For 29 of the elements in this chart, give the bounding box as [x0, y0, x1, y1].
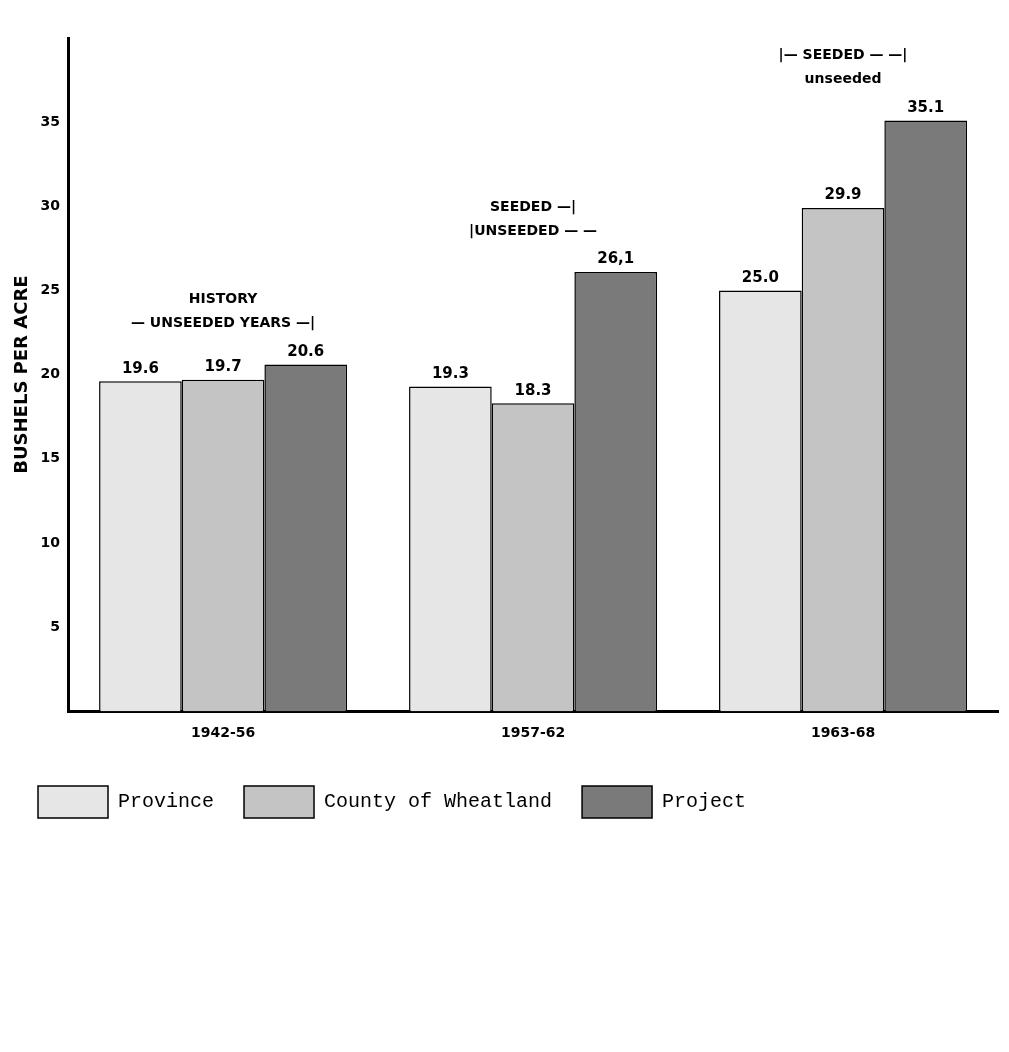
data-label: 19.6 — [121, 358, 159, 377]
data-label: 25.0 — [741, 267, 779, 286]
annotation: |— SEEDED — —| — [778, 46, 908, 64]
data-label: 35.1 — [907, 97, 945, 116]
data-label: 19.3 — [431, 363, 469, 382]
y-tick-label: 10 — [40, 533, 61, 550]
annotation: |UNSEEDED — — — [469, 221, 598, 239]
y-tick-label: 35 — [40, 112, 61, 129]
y-axis-title: BUSHELS PER ACRE — [10, 275, 32, 474]
y-tick-label: 5 — [50, 617, 61, 634]
data-label: 18.3 — [514, 380, 552, 399]
y-tick-label: 25 — [40, 281, 61, 298]
y-tick-label: 20 — [40, 365, 61, 382]
annotation: HISTORY — [188, 290, 259, 307]
data-label: 20.6 — [287, 341, 325, 360]
annotation: unseeded — [804, 70, 882, 87]
legend-label: County of Wheatland — [324, 790, 553, 814]
annotation: — UNSEEDED YEARS —| — [130, 314, 316, 332]
data-label: 26,1 — [597, 249, 635, 268]
legend-label: Project — [662, 790, 747, 814]
x-tick-label: 1957-62 — [500, 724, 566, 741]
annotation: SEEDED —| — [490, 197, 577, 215]
y-tick-label: 30 — [40, 196, 61, 213]
data-label: 19.7 — [204, 357, 242, 376]
x-tick-label: 1963-68 — [810, 724, 876, 741]
x-tick-label: 1942-56 — [190, 724, 256, 741]
data-label: 29.9 — [824, 185, 862, 204]
y-tick-label: 15 — [40, 449, 61, 466]
legend-label: Province — [118, 790, 215, 814]
